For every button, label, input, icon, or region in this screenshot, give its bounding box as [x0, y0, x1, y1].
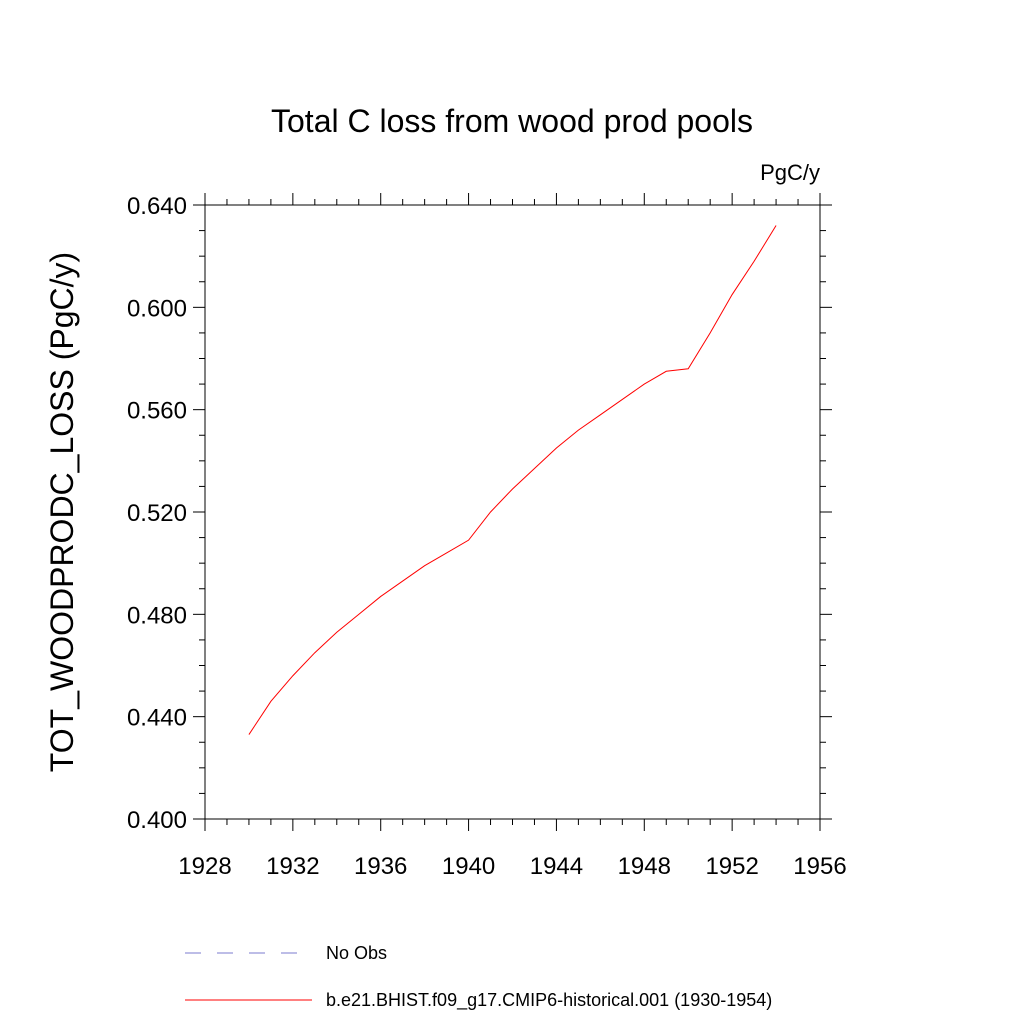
plot-frame — [204, 204, 821, 820]
y-tick-label: 0.400 — [127, 807, 187, 834]
legend-label-historical: b.e21.BHIST.f09_g17.CMIP6-historical.001… — [326, 990, 772, 1011]
x-tick-label: 1940 — [442, 853, 495, 880]
axis-ticks — [193, 193, 832, 831]
series-line-historical — [248, 225, 777, 735]
legend: No Obs b.e21.BHIST.f09_g17.CMIP6-histori… — [185, 943, 772, 1011]
y-tick-label: 0.560 — [127, 398, 187, 425]
y-tick-label: 0.520 — [127, 500, 187, 527]
y-tick-label: 0.480 — [127, 602, 187, 629]
tick-labels: 1928 1932 1936 1940 1944 1948 1952 1956 0.400 0.4… — [127, 193, 847, 880]
y-tick-label: 0.440 — [127, 705, 187, 732]
x-tick-label: 1944 — [530, 853, 583, 880]
x-tick-label: 1936 — [354, 853, 407, 880]
chart-title: Total C loss from wood prod pools — [271, 103, 753, 139]
y-tick-label: 0.600 — [127, 295, 187, 322]
units-label: PgC/y — [760, 160, 820, 185]
legend-label-no-obs: No Obs — [326, 943, 387, 963]
x-tick-label: 1956 — [793, 853, 846, 880]
x-tick-label: 1952 — [705, 853, 758, 880]
x-tick-label: 1928 — [178, 853, 231, 880]
y-tick-label: 0.640 — [127, 193, 187, 220]
x-tick-label: 1932 — [266, 853, 319, 880]
y-axis-label: TOT_WOODPRODC_LOSS (PgC/y) — [44, 252, 80, 772]
x-tick-label: 1948 — [618, 853, 671, 880]
series-lines — [248, 225, 777, 735]
